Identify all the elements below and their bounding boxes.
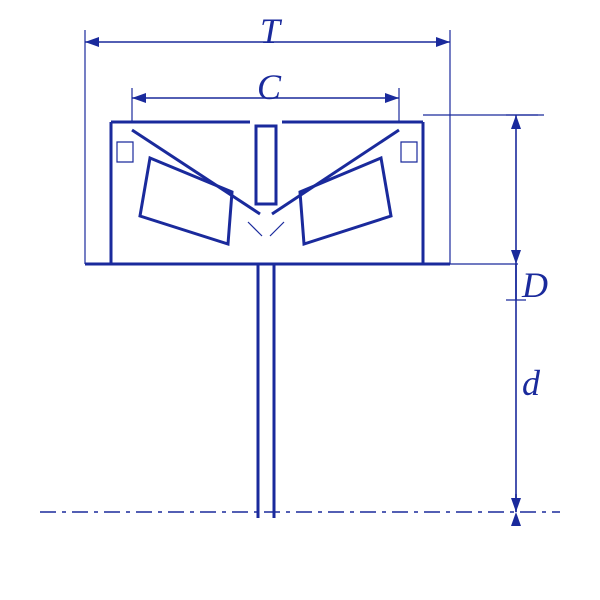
label-T: T [260,10,280,52]
bearing-dimension-diagram: T C D d [0,0,600,600]
label-d: d [522,362,540,404]
label-C: C [257,66,281,108]
label-D: D [522,264,548,306]
